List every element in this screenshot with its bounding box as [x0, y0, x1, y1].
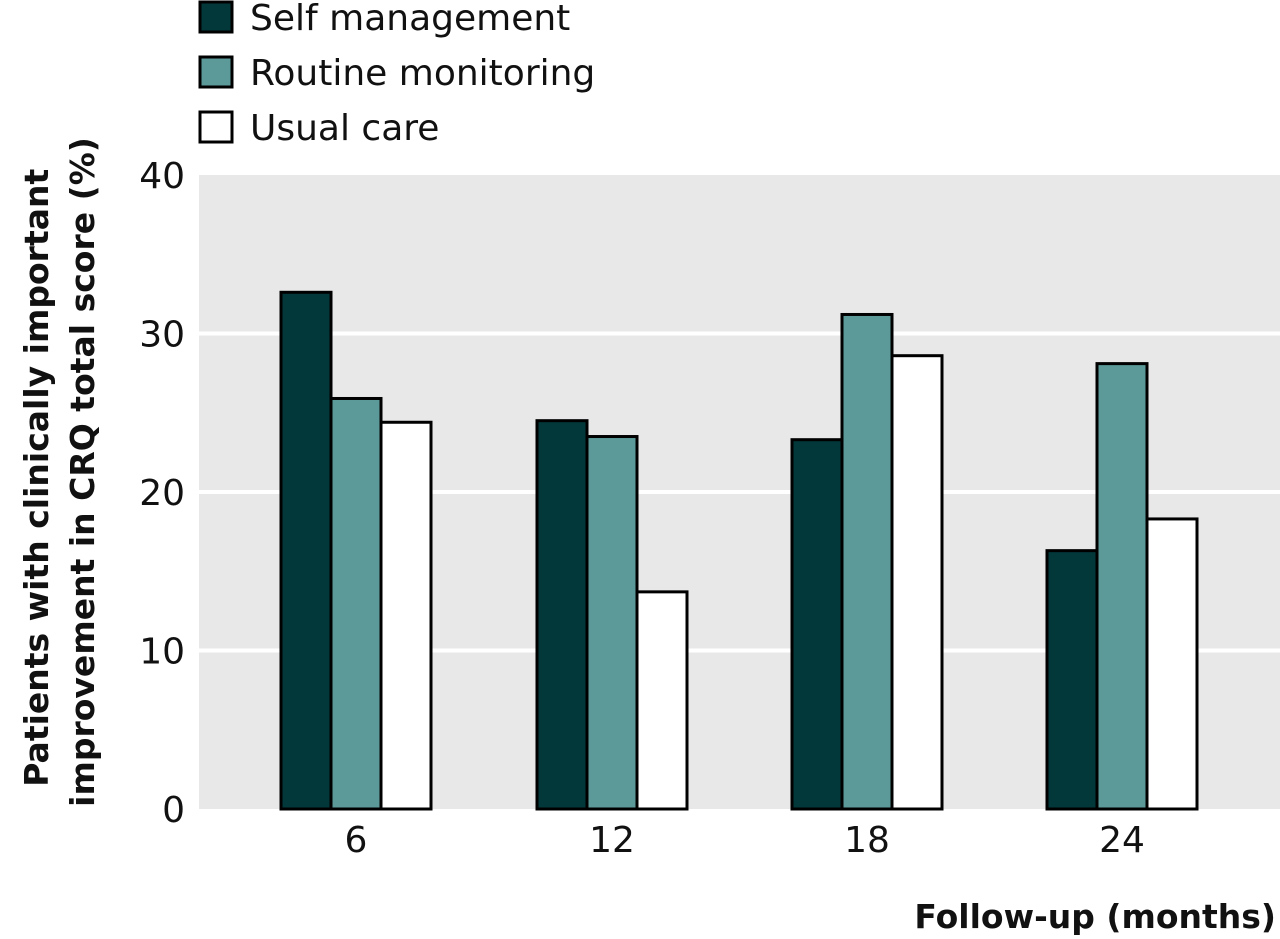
bar-routine-monitoring-24 — [1095, 362, 1149, 811]
y-tick-label: 10 — [139, 632, 185, 673]
legend-label: Routine monitoring — [250, 53, 595, 94]
y-axis-title-line-1: Patients with clinically important — [17, 169, 56, 787]
x-axis-title: Follow-up (months) — [914, 897, 1276, 936]
bar-self-management-12 — [535, 419, 589, 811]
bar-usual-care-24 — [1145, 517, 1199, 811]
bar-routine-monitoring-18 — [840, 312, 894, 811]
bar-routine-monitoring-12 — [585, 435, 639, 811]
y-tick-label: 30 — [139, 315, 185, 356]
bar-usual-care-18 — [890, 354, 944, 811]
y-axis-title-line-2: improvement in CRQ total score (%) — [63, 137, 102, 807]
x-tick-labels: 6 12 18 24 — [345, 820, 1145, 861]
legend-swatch-self-management — [198, 0, 234, 34]
y-axis-title: Patients with clinically important impro… — [17, 137, 102, 807]
bar-routine-monitoring-6 — [329, 396, 383, 811]
x-tick-label: 6 — [345, 820, 368, 861]
bar-usual-care-6 — [379, 420, 433, 811]
legend-swatch-routine-monitoring — [198, 55, 234, 89]
legend-label: Usual care — [250, 108, 439, 149]
legend: Self management Routine monitoring Usual c… — [198, 0, 595, 149]
x-tick-label: 24 — [1099, 820, 1145, 861]
x-tick-label: 12 — [589, 820, 635, 861]
bar-self-management-24 — [1045, 549, 1099, 811]
x-tick-label: 18 — [844, 820, 890, 861]
bar-usual-care-12 — [635, 590, 689, 811]
legend-swatch-usual-care — [198, 110, 234, 144]
bar-self-management-6 — [279, 290, 333, 811]
bar-self-management-18 — [790, 438, 844, 811]
legend-label: Self management — [250, 0, 570, 39]
y-tick-label: 0 — [162, 790, 185, 831]
y-tick-labels: 0 10 20 30 40 — [139, 156, 185, 831]
y-tick-label: 20 — [139, 473, 185, 514]
y-tick-label: 40 — [139, 156, 185, 197]
bars — [279, 290, 1199, 811]
